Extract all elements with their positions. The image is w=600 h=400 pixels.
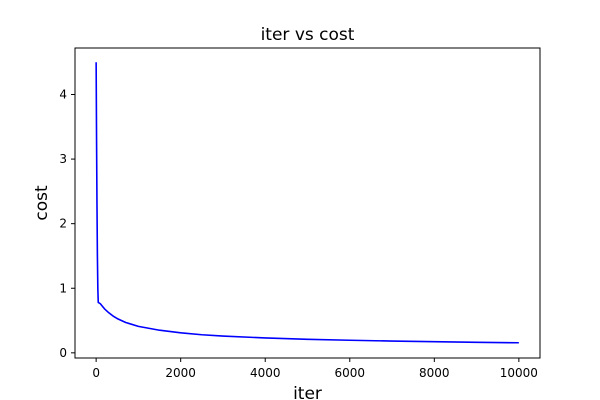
y-tick-label: 0 <box>59 346 67 360</box>
x-tick-label: 6000 <box>334 366 365 380</box>
series-group <box>95 62 519 344</box>
x-tick-label: 2000 <box>165 366 196 380</box>
y-axis-label: cost <box>32 185 52 221</box>
series-line-0 <box>95 62 519 344</box>
y-tick-label: 1 <box>59 281 67 295</box>
plot-area <box>75 48 540 358</box>
ticks-group: 0 2000 4000 6000 8000 10000 0 1 2 3 4 <box>59 88 538 381</box>
chart-title: iter vs cost <box>261 25 355 45</box>
x-axis-label: iter <box>293 384 322 400</box>
axes-frame <box>74 47 541 359</box>
y-tick-label: 3 <box>59 152 67 166</box>
y-tick-label: 4 <box>59 88 67 102</box>
x-tick-label: 8000 <box>419 366 450 380</box>
x-tick-label: 10000 <box>500 366 538 380</box>
y-tick-label: 2 <box>59 217 67 231</box>
x-tick-label: 0 <box>92 366 100 380</box>
x-tick-label: 4000 <box>250 366 281 380</box>
